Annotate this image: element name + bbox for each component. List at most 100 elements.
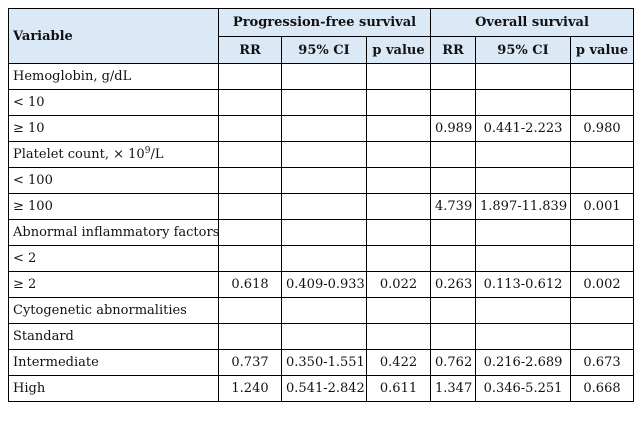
table-cell <box>570 219 634 246</box>
pfs-rr-header: RR <box>218 36 282 64</box>
table-row: Hemoglobin, g/dL <box>8 63 634 90</box>
table-cell <box>281 167 367 194</box>
table-cell <box>218 89 282 116</box>
os-ci-header: 95% CI <box>475 36 571 64</box>
row-label: Cytogenetic abnormalities <box>8 297 219 324</box>
table-cell: 0.216-2.689 <box>475 349 571 376</box>
table-cell: 0.980 <box>570 115 634 142</box>
table-cell <box>430 63 476 90</box>
table-cell <box>570 89 634 116</box>
table-cell <box>218 193 282 220</box>
table-cell <box>570 63 634 90</box>
table-row: High 1.240 0.541-2.842 0.611 1.347 0.346-5.25… <box>8 375 634 402</box>
table-cell: 0.611 <box>366 375 431 402</box>
table-cell <box>570 141 634 168</box>
table-cell <box>366 89 431 116</box>
pfs-ci-header: 95% CI <box>281 36 367 64</box>
table-cell <box>366 323 431 350</box>
table-cell <box>475 219 571 246</box>
table-cell: 1.347 <box>430 375 476 402</box>
table-cell <box>475 167 571 194</box>
row-label: High <box>8 375 219 402</box>
pfs-p-header: p value <box>366 36 431 64</box>
row-label: < 10 <box>8 89 219 116</box>
table-cell: 0.022 <box>366 271 431 298</box>
table-cell <box>430 89 476 116</box>
table-cell <box>366 193 431 220</box>
table-cell: 0.989 <box>430 115 476 142</box>
table-cell: 0.541-2.842 <box>281 375 367 402</box>
table-cell <box>218 141 282 168</box>
table-cell <box>218 115 282 142</box>
table-cell: 0.001 <box>570 193 634 220</box>
table-cell: 0.618 <box>218 271 282 298</box>
table-cell <box>366 167 431 194</box>
table-cell <box>218 167 282 194</box>
table-cell: 0.113-0.612 <box>475 271 571 298</box>
table-row: Standard <box>8 323 634 350</box>
table-cell <box>475 297 571 324</box>
row-label-exponent: 9 <box>144 146 151 156</box>
table-cell <box>430 167 476 194</box>
table-cell <box>475 245 571 272</box>
table-cell <box>570 245 634 272</box>
os-p-header: p value <box>570 36 634 64</box>
table-cell <box>281 219 367 246</box>
table-cell <box>366 297 431 324</box>
row-label-text: Platelet count, × 10 <box>13 147 145 162</box>
row-label: < 2 <box>8 245 219 272</box>
table-cell: 0.350-1.551 <box>281 349 367 376</box>
table-row: Cytogenetic abnormalities <box>8 297 634 324</box>
table-row: < 10 <box>8 89 634 116</box>
table-cell <box>281 63 367 90</box>
table-row: Abnormal inflammatory factors <box>8 219 634 246</box>
table-cell <box>475 141 571 168</box>
table-cell: 1.897-11.839 <box>475 193 571 220</box>
row-label: ≥ 2 <box>8 271 219 298</box>
table-cell <box>366 219 431 246</box>
table-cell: 0.263 <box>430 271 476 298</box>
row-label: Standard <box>8 323 219 350</box>
row-label: ≥ 100 <box>8 193 219 220</box>
table-cell: 0.346-5.251 <box>475 375 571 402</box>
table-cell <box>281 297 367 324</box>
table-cell <box>430 245 476 272</box>
table-cell <box>366 141 431 168</box>
table-cell <box>281 245 367 272</box>
table-cell <box>475 63 571 90</box>
table-row: < 100 <box>8 167 634 194</box>
table-cell <box>430 297 476 324</box>
table-row: Platelet count, × 109/L <box>8 141 634 168</box>
table-cell <box>218 219 282 246</box>
table-cell <box>366 63 431 90</box>
table-cell <box>218 297 282 324</box>
table-cell <box>475 323 571 350</box>
table-cell <box>366 245 431 272</box>
row-label: ≥ 10 <box>8 115 219 142</box>
table-row: Intermediate 0.737 0.350-1.551 0.422 0.762 0.… <box>8 349 634 376</box>
table-cell <box>430 219 476 246</box>
table-cell <box>366 115 431 142</box>
table-cell <box>281 89 367 116</box>
pfs-group-header: Progression-free survival <box>218 8 431 37</box>
table-cell <box>218 323 282 350</box>
survival-table: Variable Progression-free survival Overa… <box>8 8 634 402</box>
table-cell <box>281 193 367 220</box>
table-cell <box>430 323 476 350</box>
table-row: ≥ 100 4.739 1.897-11.839 0.001 <box>8 193 634 220</box>
row-label: Intermediate <box>8 349 219 376</box>
table-cell <box>570 167 634 194</box>
table-cell <box>281 115 367 142</box>
table-cell: 0.422 <box>366 349 431 376</box>
os-rr-header: RR <box>430 36 476 64</box>
table-row: ≥ 2 0.618 0.409-0.933 0.022 0.263 0.113-0.612… <box>8 271 634 298</box>
table-cell: 0.441-2.223 <box>475 115 571 142</box>
table-row: < 2 <box>8 245 634 272</box>
table-cell <box>281 141 367 168</box>
table-cell <box>475 89 571 116</box>
table-cell <box>281 323 367 350</box>
table-cell: 4.739 <box>430 193 476 220</box>
table-cell <box>218 63 282 90</box>
table-cell <box>218 245 282 272</box>
row-label: Platelet count, × 109/L <box>8 141 219 168</box>
